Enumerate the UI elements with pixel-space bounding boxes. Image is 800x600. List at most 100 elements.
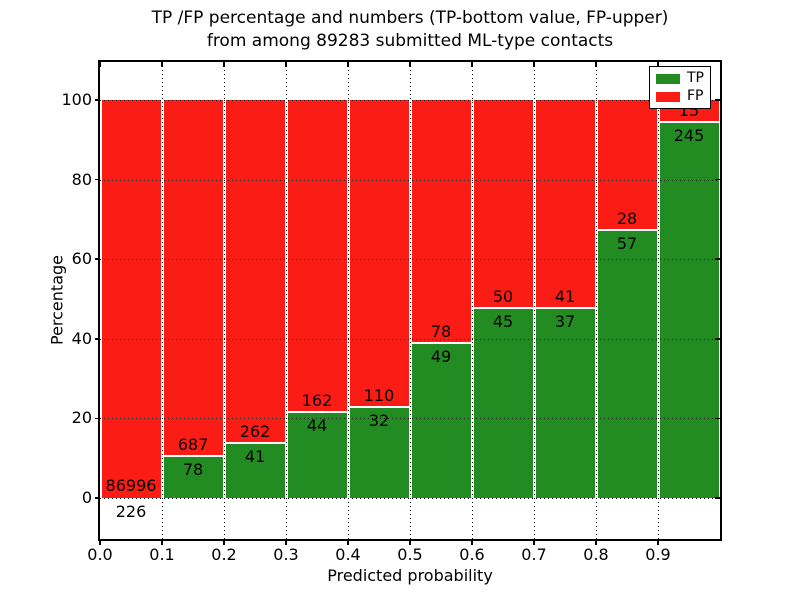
- y-tick-mark-right: [715, 99, 720, 101]
- x-tick-mark-top: [471, 62, 473, 67]
- y-tick-mark: [95, 497, 100, 499]
- x-tick-mark: [595, 540, 597, 545]
- fp-bar-segment: [225, 100, 285, 443]
- tp-bar-segment: [659, 122, 719, 498]
- tp-bar-segment: [597, 231, 657, 498]
- bar-count-label-tp: 44: [306, 415, 328, 435]
- fp-bar-segment: [597, 100, 657, 230]
- bar-count-label-tp: 245: [673, 125, 705, 145]
- tp-bar-segment: [225, 444, 285, 498]
- x-tick-label: 0.9: [645, 545, 671, 564]
- tp-bar-segment: [163, 457, 223, 498]
- x-tick-mark: [471, 540, 473, 545]
- bar-count-label-fp: 78: [430, 322, 452, 342]
- chart-title-line2: from among 89283 submitted ML-type conta…: [206, 31, 614, 51]
- y-tick-mark: [95, 258, 100, 260]
- x-tick-mark-top: [223, 62, 225, 67]
- fp-bar-segment: [349, 100, 409, 407]
- x-tick-mark-top: [533, 62, 535, 67]
- y-tick-label: 60: [71, 249, 92, 269]
- x-tick-mark: [409, 540, 411, 545]
- fp-bar-segment: [287, 100, 347, 411]
- bar-count-label-tp: 57: [616, 234, 638, 254]
- x-tick-mark: [285, 540, 287, 545]
- bar-count-label-fp: 86996: [105, 476, 157, 495]
- fp-bar-segment: [473, 100, 533, 308]
- x-gridline: [409, 62, 411, 539]
- bar-count-label-tp: 45: [492, 312, 514, 332]
- x-tick-mark: [161, 540, 163, 545]
- x-axis-label: Predicted probability: [327, 566, 493, 585]
- tp-bar-segment: [535, 309, 595, 498]
- x-tick-mark-top: [409, 62, 411, 67]
- x-gridline: [471, 62, 473, 539]
- x-tick-label: 0.7: [521, 545, 547, 564]
- fp-bar-segment: [411, 100, 471, 343]
- x-tick-label: 0.6: [459, 545, 485, 564]
- bar-count-label-fp: 41: [554, 287, 576, 307]
- x-tick-label: 0.4: [335, 545, 361, 564]
- chart-title-line1: TP /FP percentage and numbers (TP-bottom…: [151, 8, 669, 28]
- y-tick-mark-right: [715, 178, 720, 181]
- axis-spine-right: [720, 60, 722, 541]
- axis-spine-left: [98, 60, 100, 541]
- fp-color-swatch-icon: [656, 91, 680, 102]
- x-tick-mark: [347, 540, 349, 545]
- x-tick-mark-top: [657, 62, 659, 67]
- y-tick-label: 80: [71, 169, 92, 189]
- axis-spine-bottom: [98, 539, 722, 541]
- legend-label-fp: FP: [687, 88, 704, 104]
- fp-bar-segment: [163, 100, 223, 456]
- bar-count-label-fp: 28: [616, 209, 638, 229]
- tp-color-swatch-icon: [656, 73, 680, 84]
- x-tick-mark-top: [347, 62, 349, 67]
- tp-bar-segment: [473, 309, 533, 498]
- legend: TP FP: [649, 66, 711, 109]
- bar-count-label-tp: 37: [554, 312, 576, 332]
- bar-count-label-tp: 78: [182, 460, 204, 480]
- x-tick-label: 0.3: [273, 545, 299, 564]
- x-tick-label: 0.1: [149, 545, 175, 564]
- x-gridline: [533, 62, 535, 539]
- x-tick-mark-top: [99, 62, 101, 67]
- x-gridline: [347, 62, 349, 539]
- y-tick-mark-right: [715, 417, 720, 420]
- x-tick-label: 0.0: [87, 545, 113, 564]
- tp-bar-segment: [411, 344, 471, 498]
- x-gridline: [595, 62, 597, 539]
- fp-bar-segment: [101, 100, 161, 497]
- y-tick-label: 0: [81, 488, 92, 507]
- tp-bar-segment: [287, 412, 347, 498]
- x-tick-mark: [223, 540, 225, 545]
- x-gridline: [657, 62, 659, 539]
- x-tick-mark: [99, 540, 101, 545]
- x-tick-mark: [657, 540, 659, 545]
- bar-count-label-fp: 162: [301, 390, 333, 410]
- legend-item-tp: TP: [656, 70, 704, 86]
- bar-count-label-fp: 50: [492, 287, 514, 307]
- x-gridline: [285, 62, 287, 539]
- y-tick-label: 20: [71, 408, 92, 428]
- bar-count-label-fp: 110: [363, 386, 395, 406]
- bar-count-label-tp: 41: [244, 447, 266, 467]
- x-tick-label: 0.5: [397, 545, 423, 564]
- x-tick-mark: [533, 540, 535, 545]
- legend-item-fp: FP: [656, 88, 704, 104]
- y-tick-mark: [95, 99, 100, 101]
- y-tick-mark-right: [715, 338, 720, 340]
- x-gridline: [161, 62, 163, 539]
- x-tick-mark-top: [595, 62, 597, 67]
- bar-count-label-fp: 687: [177, 435, 209, 455]
- x-gridline: [223, 62, 225, 539]
- y-tick-mark-right: [715, 258, 720, 260]
- bar-count-label-tp: 32: [368, 411, 390, 431]
- legend-label-tp: TP: [687, 70, 704, 86]
- y-tick-mark-right: [715, 497, 720, 499]
- x-tick-mark-top: [161, 62, 163, 67]
- tp-bar-segment: [349, 408, 409, 498]
- bar-count-label-fp: 262: [239, 422, 271, 442]
- y-tick-label: 40: [71, 328, 92, 348]
- bar-count-label-tp: 226: [115, 502, 147, 521]
- x-tick-label: 0.2: [211, 545, 237, 564]
